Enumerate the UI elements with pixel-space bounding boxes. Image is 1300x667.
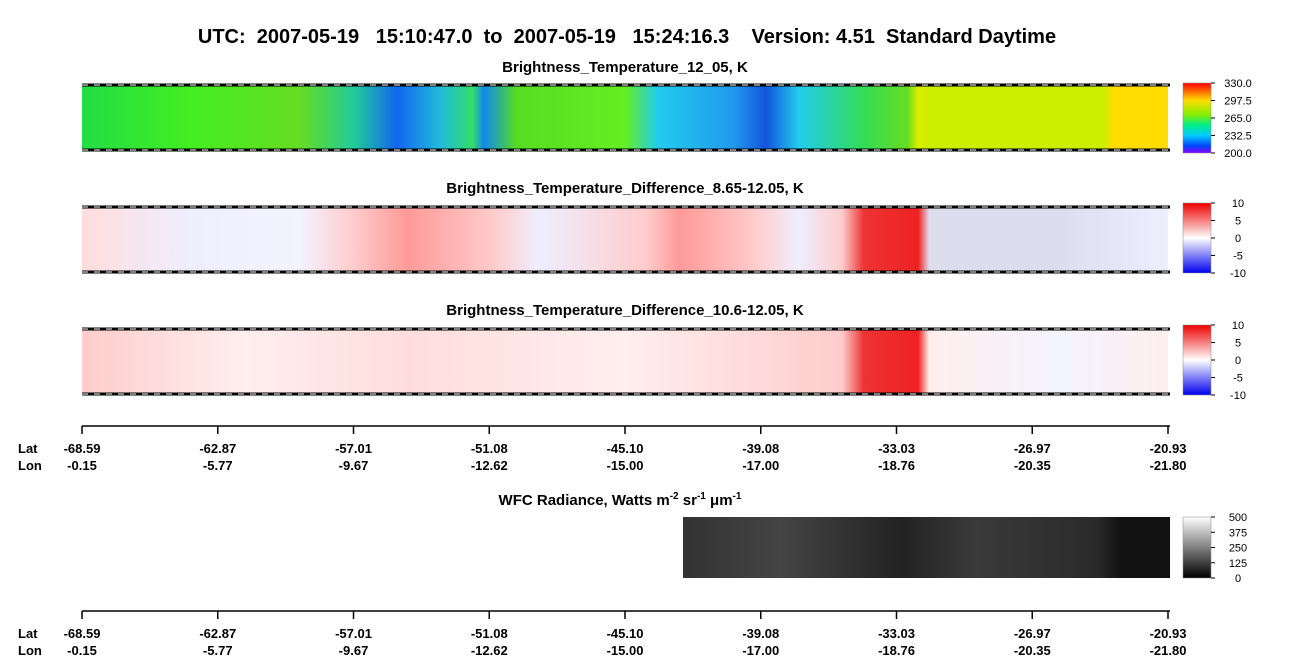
colorbar-tick-label: 10 — [1232, 320, 1244, 332]
lon-tick-label: -21.80 — [1150, 643, 1187, 658]
axes: Lat Lon -68.59 -0.15 -62.87 -5.77 -57.01 -9.67 -… — [18, 425, 1187, 658]
lon-tick-label: -18.76 — [878, 458, 915, 473]
lat-tick-label: -20.93 — [1150, 441, 1187, 456]
colorbar — [1182, 82, 1212, 154]
colorbar-tick-label: -5 — [1233, 373, 1243, 385]
lon-tick-label: -20.35 — [1014, 458, 1051, 473]
page-title: UTC: 2007-05-19 15:10:47.0 to 2007-05-19… — [198, 26, 1056, 48]
lat-tick-label: -57.01 — [335, 626, 372, 641]
title-part: μm — [706, 492, 733, 509]
lat-tick-label: -51.08 — [471, 626, 508, 641]
colorbar — [1182, 516, 1212, 579]
colorbar — [1182, 202, 1212, 274]
colorbar-tick-label: 265.0 — [1224, 113, 1252, 125]
lon-tick-label: -15.00 — [607, 643, 644, 658]
colorbar-tick-label: 297.5 — [1224, 96, 1252, 108]
colorbar-tick-label: 0 — [1235, 573, 1241, 585]
panel-title: Brightness_Temperature_Difference_8.65-1… — [446, 180, 804, 197]
image-strip — [82, 329, 1168, 394]
lon-label: Lon — [18, 458, 42, 473]
lon-tick-label: -15.00 — [607, 458, 644, 473]
colorbar-tick-label: 5 — [1235, 338, 1241, 350]
lat-tick-label: -68.59 — [64, 441, 101, 456]
title-part: sr — [679, 492, 698, 509]
lat-tick-label: -51.08 — [471, 441, 508, 456]
colorbar-tick-label: 0 — [1235, 233, 1241, 245]
colorbar-tick-label: 375 — [1229, 527, 1247, 539]
lon-tick-label: -5.77 — [203, 643, 233, 658]
lon-tick-label: -17.00 — [742, 458, 779, 473]
lat-tick-label: -39.08 — [742, 441, 779, 456]
panels: Brightness_Temperature_12_05, K 330.0 297.… — [82, 59, 1252, 585]
lat-tick-label: -26.97 — [1014, 626, 1051, 641]
panel-title: Brightness_Temperature_Difference_10.6-1… — [446, 302, 804, 319]
lat-label: Lat — [18, 626, 38, 641]
lon-tick-label: -0.15 — [67, 458, 97, 473]
lat-tick-label: -68.59 — [64, 626, 101, 641]
lat-tick-label: -26.97 — [1014, 441, 1051, 456]
lon-tick-label: -9.67 — [339, 458, 369, 473]
colorbar-tick-label: 125 — [1229, 558, 1247, 570]
lon-tick-label: -17.00 — [742, 643, 779, 658]
lat-tick-label: -45.10 — [607, 441, 644, 456]
lat-label: Lat — [18, 441, 38, 456]
superscript: -1 — [697, 491, 706, 502]
colorbar-tick-label: -10 — [1230, 390, 1246, 402]
lon-tick-label: -12.62 — [471, 458, 508, 473]
lat-tick-label: -45.10 — [607, 626, 644, 641]
lon-tick-label: -20.35 — [1014, 643, 1051, 658]
lat-tick-label: -62.87 — [199, 626, 236, 641]
lon-tick-label: -9.67 — [339, 643, 369, 658]
lon-tick-label: -5.77 — [203, 458, 233, 473]
lat-tick-label: -20.93 — [1150, 626, 1187, 641]
colorbar-tick-label: -10 — [1230, 268, 1246, 280]
lat-tick-label: -33.03 — [878, 441, 915, 456]
colorbar-tick-label: 10 — [1232, 198, 1244, 210]
colorbar-tick-label: -5 — [1233, 251, 1243, 263]
colorbar-tick-label: 330.0 — [1224, 78, 1252, 90]
lat-tick-label: -39.08 — [742, 626, 779, 641]
lat-tick-label: -62.87 — [199, 441, 236, 456]
colorbar-tick-label: 0 — [1235, 355, 1241, 367]
lon-label: Lon — [18, 643, 42, 658]
lon-tick-label: -18.76 — [878, 643, 915, 658]
image-strip — [82, 207, 1168, 272]
colorbar-tick-label: 200.0 — [1224, 148, 1252, 160]
image-strip — [683, 517, 1170, 578]
superscript: -2 — [670, 491, 679, 502]
superscript: -1 — [733, 491, 742, 502]
lat-tick-label: -57.01 — [335, 441, 372, 456]
colorbar — [1182, 324, 1212, 396]
colorbar-tick-label: 250 — [1229, 543, 1247, 555]
lon-tick-label: -12.62 — [471, 643, 508, 658]
panel-title: Brightness_Temperature_12_05, K — [502, 59, 748, 76]
colorbar-tick-label: 232.5 — [1224, 131, 1252, 143]
panel-title: WFC Radiance, Watts m-2 sr-1 μm-1 — [499, 491, 742, 509]
colorbar-tick-label: 5 — [1235, 216, 1241, 228]
colorbar-tick-label: 500 — [1229, 512, 1247, 524]
image-strip — [82, 85, 1168, 150]
title-part: WFC Radiance, Watts m — [499, 492, 670, 509]
lon-tick-label: -21.80 — [1150, 458, 1187, 473]
lon-tick-label: -0.15 — [67, 643, 97, 658]
lat-tick-label: -33.03 — [878, 626, 915, 641]
